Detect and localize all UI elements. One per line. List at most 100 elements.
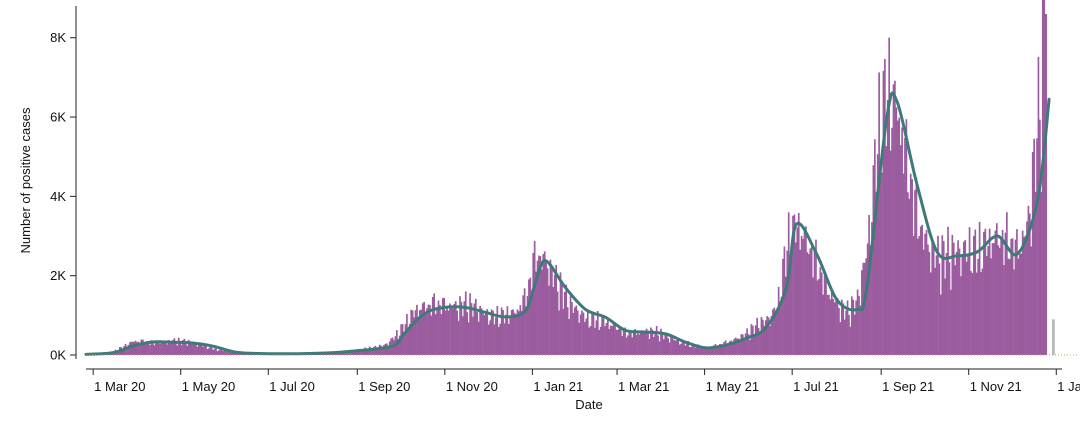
bar (931, 239, 934, 355)
bar (380, 345, 382, 355)
bar (509, 317, 512, 355)
bar (915, 177, 918, 355)
bar (133, 341, 136, 355)
bar (829, 299, 832, 355)
bar (739, 340, 741, 355)
bar (173, 338, 176, 355)
bar (723, 342, 725, 355)
bar (140, 339, 143, 355)
bar (825, 273, 827, 355)
bar (802, 238, 804, 355)
bar (1010, 238, 1013, 355)
bar (213, 348, 216, 355)
bar (393, 339, 395, 355)
bar (826, 294, 829, 355)
bar (150, 340, 153, 355)
x-tick-label: 1 Jan 21 (533, 379, 583, 394)
bar (894, 80, 896, 356)
bar (813, 249, 816, 355)
bar (611, 326, 614, 355)
bar (724, 340, 727, 355)
bar (414, 310, 417, 355)
bar (878, 72, 880, 355)
bar (607, 319, 609, 355)
bar (628, 331, 631, 355)
bar (450, 307, 453, 355)
bar (965, 261, 968, 355)
bar (820, 272, 823, 355)
bar (459, 296, 461, 355)
bar (912, 235, 915, 355)
bar (185, 344, 187, 355)
bar (617, 329, 619, 355)
bar (981, 268, 984, 355)
bar (823, 275, 826, 355)
bar (205, 344, 207, 355)
bar (166, 344, 169, 355)
bar (416, 304, 418, 355)
bar (203, 345, 206, 355)
bar (746, 328, 748, 355)
bar (853, 314, 856, 355)
bar (948, 262, 951, 355)
bar (423, 301, 425, 355)
bar (160, 341, 163, 355)
bar (584, 321, 586, 355)
bar (472, 316, 474, 355)
bar (420, 309, 423, 355)
bar (934, 267, 936, 355)
bar (763, 325, 766, 355)
bar (868, 214, 870, 355)
bar (179, 340, 181, 355)
bar (664, 334, 667, 355)
bar (773, 307, 776, 355)
bar (961, 253, 964, 355)
bar (815, 239, 817, 355)
bar (174, 343, 177, 355)
bar (635, 334, 638, 355)
bar (806, 252, 809, 355)
bar (671, 337, 674, 355)
bar (377, 349, 380, 355)
bar (154, 342, 157, 355)
bar (875, 191, 878, 355)
bar (714, 344, 717, 355)
bar (218, 350, 220, 355)
bar (387, 345, 390, 355)
bar (571, 302, 573, 355)
bar (729, 341, 731, 355)
bar (385, 343, 388, 355)
bar (512, 309, 514, 355)
bar (657, 335, 659, 355)
bar (582, 312, 585, 355)
bar (535, 271, 537, 355)
bar (740, 334, 743, 355)
bar (601, 316, 603, 355)
bar (540, 269, 543, 355)
bar (645, 328, 648, 355)
bar (568, 319, 570, 355)
bar (147, 342, 150, 355)
bar (228, 351, 230, 355)
bar (803, 228, 806, 355)
bar (995, 223, 998, 355)
bar (858, 296, 860, 355)
bar (493, 324, 496, 355)
bar (447, 310, 450, 355)
bar (799, 249, 802, 355)
bar (713, 345, 715, 355)
bar (492, 310, 494, 355)
bar (440, 314, 443, 355)
bar (196, 346, 199, 355)
bar (767, 317, 770, 355)
bar (984, 228, 987, 355)
bar (711, 347, 714, 355)
bar (621, 336, 624, 355)
bar (793, 214, 796, 355)
x-tick-label: 1 May 21 (706, 379, 759, 394)
bar (869, 245, 872, 355)
bar (654, 330, 657, 355)
bar (904, 138, 906, 355)
bar (130, 341, 133, 355)
trend-line (84, 91, 1051, 356)
